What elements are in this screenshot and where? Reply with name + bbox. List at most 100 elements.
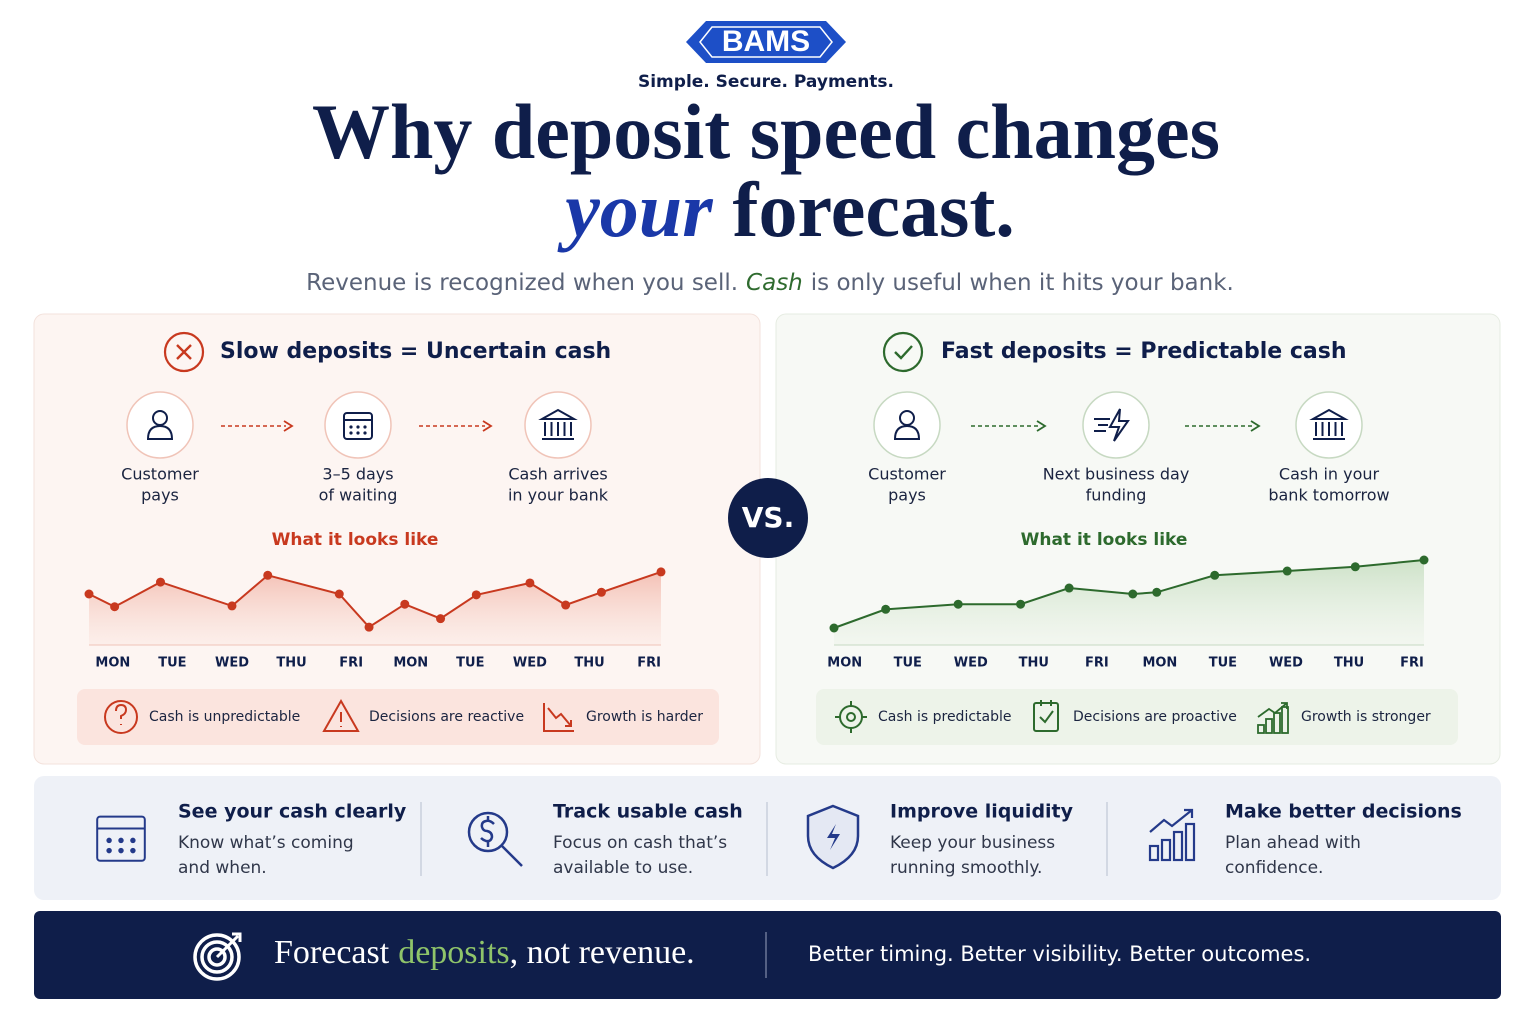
x-tick-label: THU <box>574 656 604 671</box>
target-icon <box>200 940 234 974</box>
target-icon <box>193 933 241 981</box>
chart-point <box>400 599 410 609</box>
vs-text: VS. <box>742 501 794 534</box>
badge-label: Cash is predictable <box>878 709 1012 725</box>
chart-point <box>561 600 571 610</box>
x-tick-label: THU <box>276 656 306 671</box>
benefit-text: Plan ahead with <box>1225 833 1361 853</box>
footer-band <box>34 911 1501 999</box>
icon-part <box>1309 408 1349 440</box>
step-label: Cash in your <box>1279 465 1380 484</box>
step-label: pays <box>888 486 926 505</box>
chart-point <box>1419 555 1429 565</box>
chart-point <box>263 570 273 580</box>
x-tick-label: MON <box>393 656 428 671</box>
benefit-icon <box>467 811 509 853</box>
subtitle-part: is only useful when it hits your bank. <box>811 270 1234 296</box>
footer-slogan: Forecast deposits, not revenue. <box>274 934 695 971</box>
x-tick-label: WED <box>954 656 988 671</box>
icon-part <box>363 425 367 429</box>
chart-point <box>436 614 446 624</box>
step-label: of waiting <box>319 486 398 505</box>
icon-part <box>146 424 174 440</box>
benefit-text: available to use. <box>553 858 693 878</box>
step-label: bank tomorrow <box>1268 486 1389 505</box>
footer-slogan-part: , not revenue. <box>510 934 695 971</box>
x-tick-label: TUE <box>894 656 922 671</box>
benefit-title: Track usable cash <box>553 801 743 823</box>
status-icon <box>882 331 924 373</box>
chart-point <box>471 590 481 600</box>
footer-slogan-part: Forecast <box>274 934 390 971</box>
chart-point <box>1350 562 1360 572</box>
badge-label: Decisions are reactive <box>369 709 524 725</box>
badge-icon <box>835 701 867 733</box>
benefit-title: See your cash clearly <box>178 801 407 823</box>
benefit-icon <box>1160 838 1172 862</box>
step-arrow-head <box>283 420 294 432</box>
step-label: in your bank <box>508 486 609 505</box>
x-tick-label: FRI <box>339 656 363 671</box>
status-icon <box>163 331 205 373</box>
benefit-title: Improve liquidity <box>890 801 1074 823</box>
x-tick-label: TUE <box>158 656 186 671</box>
badge-icon <box>115 703 128 725</box>
chart-point <box>596 587 606 597</box>
target-icon <box>207 947 227 967</box>
x-tick-label: THU <box>1334 656 1364 671</box>
icon-part <box>106 837 112 844</box>
chart-title: What it looks like <box>272 530 439 550</box>
x-tick-label: FRI <box>1400 656 1424 671</box>
chart-point <box>364 622 374 632</box>
icon-part <box>118 837 124 844</box>
x-tick-label: WED <box>1269 656 1303 671</box>
chart-area <box>834 560 1424 645</box>
footer-slogan-part: deposits <box>398 934 509 971</box>
chart-point <box>1282 566 1292 576</box>
chart-point <box>1016 599 1026 609</box>
chart-point <box>84 589 94 599</box>
vs-badge <box>728 478 808 558</box>
chart-point <box>334 589 344 599</box>
benefit-text: and when. <box>178 858 267 878</box>
icon-part <box>893 424 921 440</box>
subtitle-part: Revenue is recognized when you sell. <box>306 270 738 296</box>
chart-point <box>656 567 666 577</box>
icon-part <box>130 837 136 844</box>
icon-part <box>538 408 578 440</box>
icon-part <box>349 425 353 429</box>
benefit-icon <box>1172 830 1184 862</box>
icon-part <box>130 847 136 854</box>
icon-part <box>356 431 360 435</box>
icon-part <box>1257 702 1288 718</box>
x-tick-label: MON <box>1142 656 1177 671</box>
x-tick-label: FRI <box>1085 656 1109 671</box>
badge-icon <box>1033 702 1059 732</box>
benefit-icon <box>1184 822 1196 862</box>
benefit-icon <box>827 824 840 850</box>
icon-part <box>1281 706 1289 734</box>
status-icon-mark <box>894 345 913 360</box>
badge-label: Decisions are proactive <box>1073 709 1237 725</box>
icon-part <box>1265 718 1273 734</box>
step-label: 3–5 days <box>322 465 393 484</box>
badge-icon <box>104 700 138 734</box>
step-arrow-head <box>482 420 493 432</box>
badge-icon <box>543 703 574 732</box>
x-tick-label: TUE <box>1209 656 1237 671</box>
chart-point <box>953 599 963 609</box>
benefit-text: Keep your business <box>890 833 1055 853</box>
x-tick-label: THU <box>1019 656 1049 671</box>
icon-part <box>1273 712 1281 734</box>
panel-heading: Fast deposits = Predictable cash <box>941 339 1347 364</box>
benefit-text: Know what’s coming <box>178 833 354 853</box>
title-line-1: Why deposit speed changes <box>312 88 1220 175</box>
icon-part <box>96 815 146 862</box>
icon-part <box>343 412 373 440</box>
chart-point <box>1064 583 1074 593</box>
chart-point <box>1128 589 1138 599</box>
x-tick-label: MON <box>95 656 130 671</box>
step-label: Customer <box>121 465 199 484</box>
